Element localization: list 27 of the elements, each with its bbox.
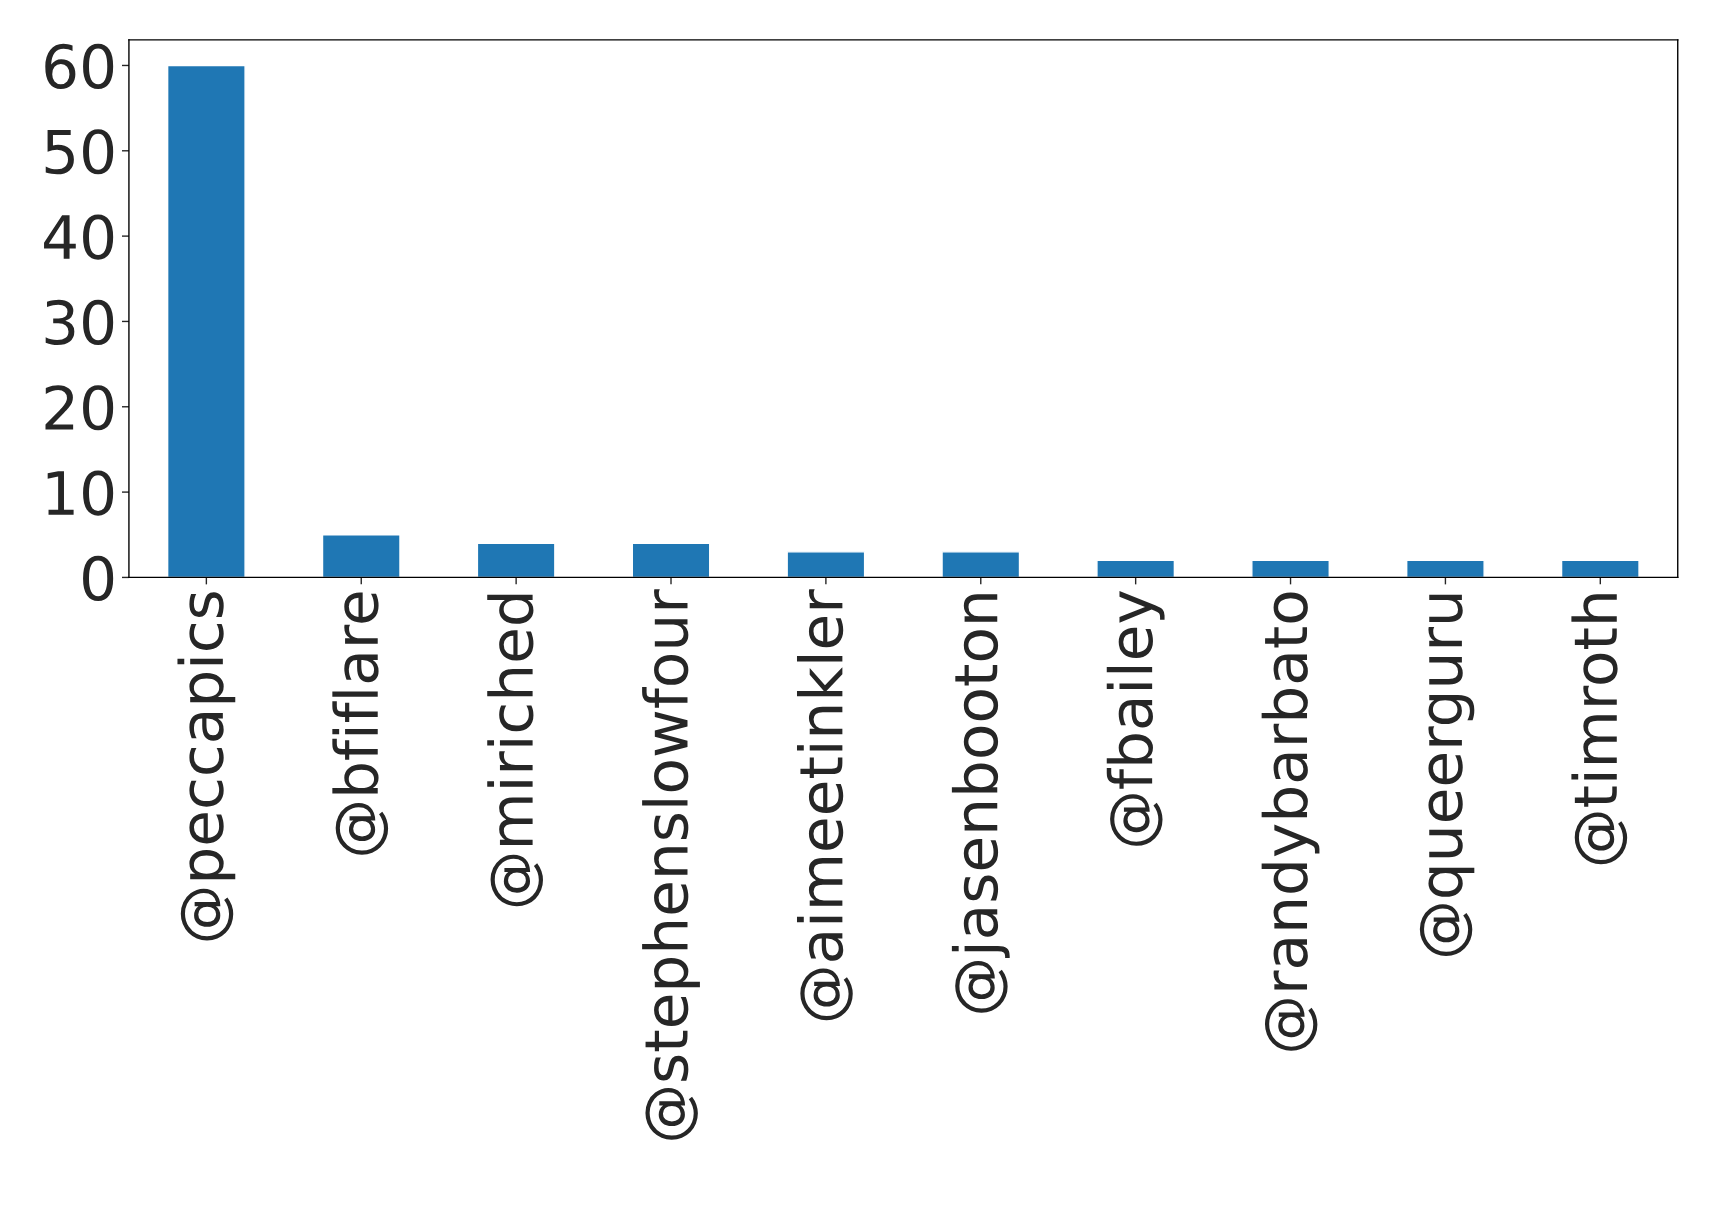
x-tick-label: @bfiflare <box>332 592 389 855</box>
x-tick-label: @queerguru <box>1419 594 1475 956</box>
x-tick-label: @miriched <box>487 594 543 907</box>
y-tick-label: 60 <box>45 43 114 89</box>
x-tick-label: @stephenslowfour <box>642 589 700 1140</box>
x-tick-label: @fbailey <box>1106 591 1165 846</box>
y-tick-label: 10 <box>47 470 114 516</box>
bar <box>1251 559 1330 578</box>
y-tick-label: 40 <box>44 214 114 260</box>
y-tick-label: 30 <box>45 299 114 345</box>
y-tick-label: 50 <box>45 129 114 175</box>
bar <box>941 551 1021 578</box>
y-tick-label: 0 <box>83 555 114 601</box>
bar <box>166 64 246 578</box>
bar <box>1406 559 1485 578</box>
bar <box>476 542 556 578</box>
bar <box>1096 559 1176 578</box>
x-tick-label: @peccapics <box>177 592 236 941</box>
bar <box>1560 559 1640 578</box>
x-tick-label: @jasenbooton <box>951 594 1010 1013</box>
x-tick-label: @timroth <box>1571 594 1628 865</box>
bar <box>321 534 401 578</box>
bar <box>786 551 866 578</box>
bar <box>631 542 711 578</box>
y-tick-label: 20 <box>45 385 114 431</box>
x-tick-label: @randybarbato <box>1261 592 1320 1051</box>
x-tick-label: @aimeetinkler <box>796 589 853 1021</box>
